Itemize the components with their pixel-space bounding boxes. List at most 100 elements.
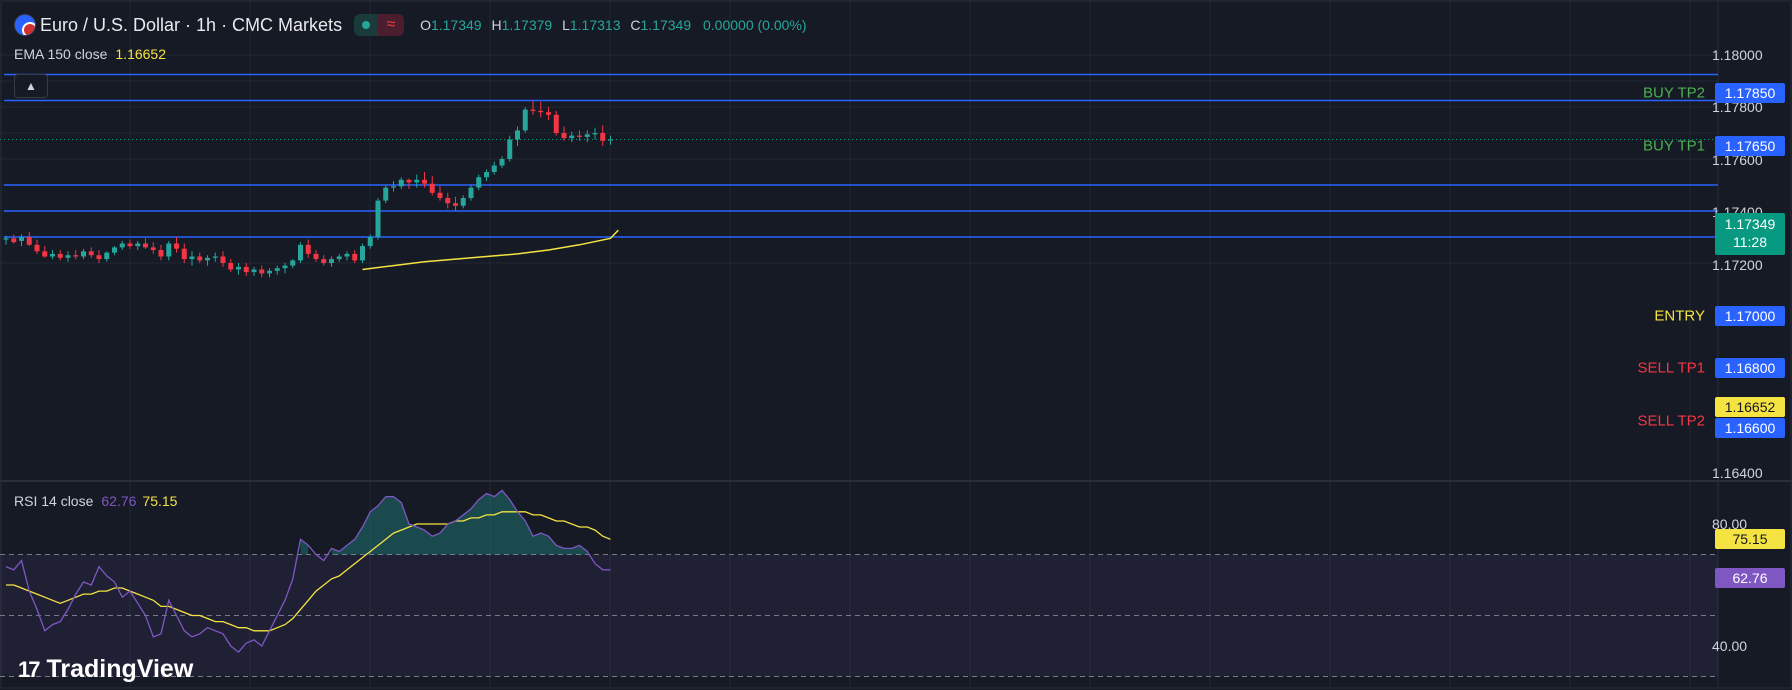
candle-body bbox=[460, 198, 466, 206]
candle-body bbox=[26, 237, 32, 245]
candle-body bbox=[50, 253, 55, 257]
candle-body bbox=[437, 192, 443, 198]
ema-150-line bbox=[362, 229, 619, 271]
candle-body bbox=[391, 186, 396, 188]
eur-usd-flag-icon bbox=[14, 14, 36, 36]
candle-body bbox=[73, 255, 79, 257]
logo-text: TradingView bbox=[46, 655, 194, 683]
candle-body bbox=[236, 266, 241, 270]
ema-legend-value: 1.16652 bbox=[115, 46, 166, 62]
ema-line bbox=[362, 229, 619, 271]
ema-legend-label: EMA 150 close bbox=[14, 46, 108, 62]
symbol-header[interactable]: Euro / U.S. Dollar · 1h · CMC Markets ≈ … bbox=[14, 14, 807, 36]
change-value: 0.00000 (0.00%) bbox=[703, 17, 807, 33]
candle-body bbox=[600, 133, 606, 141]
candle-body bbox=[329, 259, 334, 263]
rsi-series bbox=[5, 489, 611, 653]
candle-body bbox=[383, 187, 389, 201]
buy-tp1-label: BUY TP1 bbox=[1643, 137, 1705, 155]
price-tick: 1.17600 bbox=[1712, 152, 1763, 168]
candle-body bbox=[592, 133, 598, 135]
candle-body bbox=[220, 256, 226, 263]
candle-body bbox=[150, 247, 156, 250]
candlestick-series bbox=[3, 100, 613, 278]
ohlc-open-value: 1.17349 bbox=[430, 17, 482, 33]
rsi-legend[interactable]: RSI 14 close 62.76 75.15 bbox=[14, 493, 177, 509]
candle-body bbox=[499, 159, 505, 166]
sell-tp1-price-tag: 1.16800 bbox=[1715, 358, 1785, 378]
candle-body bbox=[546, 112, 551, 115]
chevron-up-icon: ▲ bbox=[25, 79, 37, 93]
current-price-tag: 1.17349 11:28 bbox=[1715, 213, 1785, 255]
candle-body bbox=[282, 265, 288, 269]
buy-tp2-label: BUY TP2 bbox=[1643, 84, 1705, 102]
candle-body bbox=[298, 244, 303, 261]
candle-body bbox=[352, 253, 358, 261]
price-tick: 1.18000 bbox=[1712, 47, 1763, 63]
candle-body bbox=[11, 238, 17, 243]
rsi-ma-line bbox=[6, 511, 611, 632]
candle-body bbox=[181, 248, 187, 260]
candle-body bbox=[274, 268, 280, 271]
candle-body bbox=[251, 269, 257, 273]
candle-body bbox=[515, 130, 520, 140]
candle-body bbox=[166, 243, 172, 257]
candle-body bbox=[127, 243, 133, 247]
ohlc-readout: O1.17349 H1.17379 L1.17313 C1.17349 0.00… bbox=[414, 17, 806, 33]
candle-body bbox=[561, 133, 567, 139]
level-lines bbox=[0, 73, 1718, 238]
candle-body bbox=[553, 114, 559, 133]
tradingview-logo[interactable]: 17 TradingView bbox=[18, 655, 193, 684]
ohlc-close-key: C bbox=[630, 17, 641, 33]
candle-body bbox=[96, 255, 102, 260]
ohlc-open-key: O bbox=[420, 17, 431, 33]
candle-body bbox=[453, 203, 458, 206]
candle-body bbox=[57, 253, 63, 258]
candle-body bbox=[406, 179, 412, 183]
candle-body bbox=[422, 179, 427, 184]
buy-tp1-price-tag: 1.17650 bbox=[1715, 136, 1785, 156]
candle-body bbox=[267, 270, 272, 274]
rsi-overbought-fill bbox=[300, 539, 309, 555]
rsi-legend-value: 62.76 bbox=[101, 493, 137, 509]
candle-body bbox=[88, 251, 94, 256]
candle-body bbox=[197, 256, 203, 261]
symbol-title[interactable]: Euro / U.S. Dollar · 1h · CMC Markets bbox=[40, 14, 343, 35]
candle-body bbox=[577, 135, 582, 137]
candle-body bbox=[305, 244, 311, 254]
candle-body bbox=[104, 252, 110, 260]
ema-price-tag: 1.16652 bbox=[1715, 397, 1785, 417]
market-status-pill[interactable]: ≈ bbox=[354, 14, 405, 36]
price-tick: 1.16400 bbox=[1712, 465, 1763, 481]
candle-body bbox=[321, 259, 327, 263]
candle-body bbox=[158, 250, 164, 257]
sell-tp2-price-tag: 1.16600 bbox=[1715, 418, 1785, 438]
candle-body bbox=[34, 244, 40, 252]
candle-body bbox=[584, 134, 590, 137]
entry-label: ENTRY bbox=[1654, 307, 1705, 325]
candle-body bbox=[491, 165, 497, 172]
rsi-ma-legend-value: 75.15 bbox=[142, 493, 178, 509]
candle-body bbox=[398, 179, 404, 187]
candle-body bbox=[468, 187, 474, 198]
rsi-band bbox=[0, 554, 1718, 677]
approx-wave-icon: ≈ bbox=[378, 14, 405, 36]
candle-body bbox=[414, 179, 420, 183]
candle-body bbox=[522, 109, 528, 131]
candle-body bbox=[429, 183, 435, 193]
candle-body bbox=[530, 109, 536, 111]
ohlc-high-value: 1.17379 bbox=[501, 17, 553, 33]
price-tick: 1.17800 bbox=[1712, 99, 1763, 115]
candle-body bbox=[484, 172, 489, 178]
collapse-legend-button[interactable]: ▲ bbox=[14, 74, 48, 98]
ohlc-low-value: 1.17313 bbox=[569, 17, 621, 33]
price-tick: 1.17200 bbox=[1712, 257, 1763, 273]
candle-body bbox=[42, 251, 48, 257]
candle-body bbox=[445, 198, 451, 204]
ema-legend[interactable]: EMA 150 close 1.16652 bbox=[14, 46, 166, 62]
candle-body bbox=[336, 256, 342, 260]
rsi-legend-label: RSI 14 close bbox=[14, 493, 94, 509]
ohlc-low-key: L bbox=[562, 17, 570, 33]
